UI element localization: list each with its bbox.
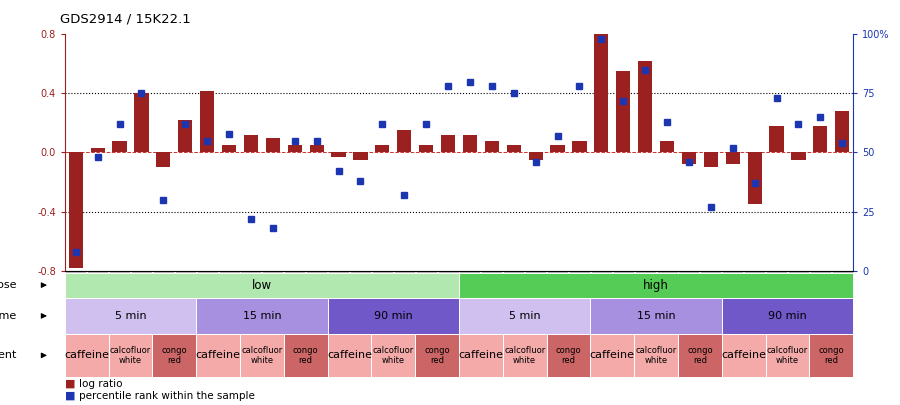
Text: caffeine: caffeine <box>721 350 766 360</box>
Bar <box>704 153 718 167</box>
Text: 90 min: 90 min <box>768 311 807 321</box>
Text: ■: ■ <box>65 390 76 401</box>
Text: calcofluor
white: calcofluor white <box>110 346 151 365</box>
Text: dose: dose <box>0 280 17 290</box>
Bar <box>725 153 740 164</box>
Text: caffeine: caffeine <box>458 350 503 360</box>
Text: 15 min: 15 min <box>243 311 281 321</box>
Text: congo
red: congo red <box>687 346 713 365</box>
Text: percentile rank within the sample: percentile rank within the sample <box>79 390 255 401</box>
Text: congo
red: congo red <box>818 346 844 365</box>
Bar <box>770 126 784 153</box>
Text: calcofluor
white: calcofluor white <box>635 346 677 365</box>
Text: high: high <box>644 279 669 292</box>
Bar <box>112 141 127 153</box>
Bar <box>551 145 564 153</box>
Text: 5 min: 5 min <box>114 311 147 321</box>
Bar <box>814 126 827 153</box>
Bar <box>68 153 83 268</box>
Text: GDS2914 / 15K22.1: GDS2914 / 15K22.1 <box>60 12 191 25</box>
Text: calcofluor
white: calcofluor white <box>767 346 808 365</box>
Text: caffeine: caffeine <box>327 350 372 360</box>
Text: congo
red: congo red <box>555 346 581 365</box>
Bar <box>507 145 521 153</box>
Bar <box>528 153 543 160</box>
Bar <box>616 71 630 153</box>
Bar <box>91 148 104 153</box>
Bar <box>660 141 674 153</box>
Text: time: time <box>0 311 17 321</box>
Bar <box>375 145 390 153</box>
Bar <box>288 145 302 153</box>
Bar <box>157 153 170 167</box>
Bar <box>266 138 280 153</box>
Text: calcofluor
white: calcofluor white <box>241 346 283 365</box>
Text: ■: ■ <box>65 379 76 389</box>
Text: log ratio: log ratio <box>79 379 122 389</box>
Bar <box>835 111 850 153</box>
Text: caffeine: caffeine <box>64 350 109 360</box>
Text: congo
red: congo red <box>292 346 319 365</box>
Text: caffeine: caffeine <box>590 350 634 360</box>
Bar <box>419 145 433 153</box>
Bar <box>463 135 477 153</box>
Text: agent: agent <box>0 350 17 360</box>
Text: calcofluor
white: calcofluor white <box>373 346 414 365</box>
Bar <box>200 90 214 153</box>
Text: 90 min: 90 min <box>374 311 413 321</box>
Bar <box>682 153 696 164</box>
Bar <box>178 120 193 153</box>
Bar <box>222 145 236 153</box>
Text: calcofluor
white: calcofluor white <box>504 346 545 365</box>
Bar <box>748 153 761 204</box>
Bar <box>244 135 258 153</box>
Text: 15 min: 15 min <box>637 311 675 321</box>
Bar <box>441 135 455 153</box>
Bar <box>485 141 499 153</box>
Text: congo
red: congo red <box>161 346 187 365</box>
Text: low: low <box>252 279 272 292</box>
Bar <box>791 153 806 160</box>
Bar <box>397 130 411 153</box>
Bar <box>594 32 608 153</box>
Bar <box>572 141 587 153</box>
Text: 5 min: 5 min <box>508 311 541 321</box>
Bar <box>331 153 346 157</box>
Bar <box>134 94 148 153</box>
Bar <box>354 153 367 160</box>
Text: caffeine: caffeine <box>195 350 240 360</box>
Text: congo
red: congo red <box>424 346 450 365</box>
Bar <box>638 61 652 153</box>
Bar <box>310 145 324 153</box>
